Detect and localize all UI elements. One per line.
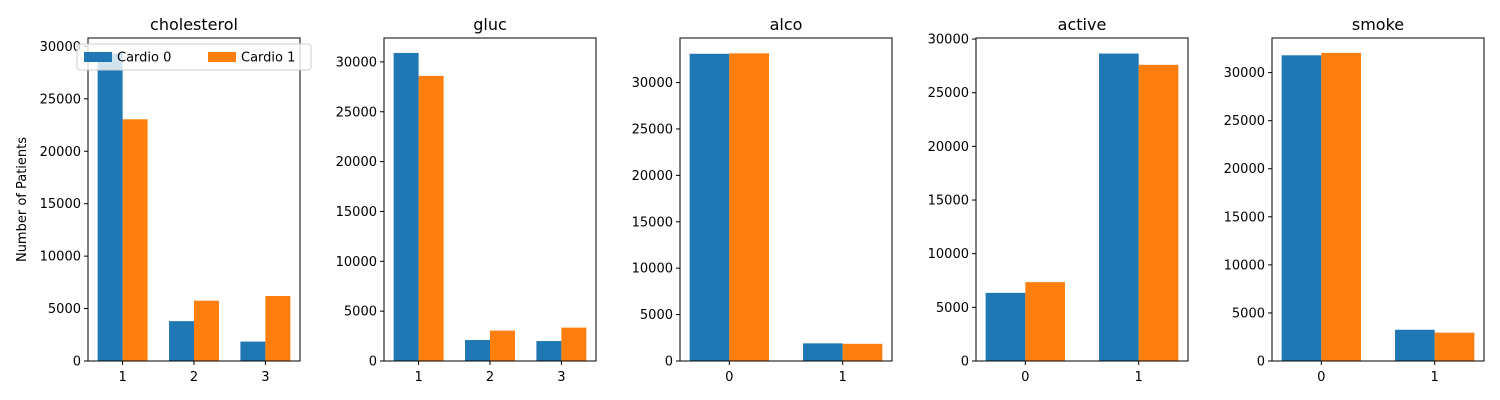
y-tick-label: 20000: [1224, 162, 1265, 177]
y-tick-label: 10000: [40, 250, 81, 265]
bar-gluc-cardio-1-3: [561, 327, 587, 361]
chart-panel-alco: 0 5000 10000 15000 20000 25000 30000 0 1 alco: [632, 15, 893, 385]
chart-panel-active: 0 5000 10000 15000 20000 25000 30000 0 1 active: [928, 15, 1189, 385]
y-tick-label: 25000: [1224, 114, 1265, 129]
axes-frame: [975, 37, 1189, 362]
chart-title: smoke: [1352, 15, 1404, 34]
chart-panel-smoke: 0 5000 10000 15000 20000 25000 30000 0 1 smoke: [1224, 15, 1485, 385]
y-tick-label: 20000: [336, 155, 377, 170]
y-tick-label: 15000: [336, 205, 377, 220]
bar-active-cardio-1-0: [1025, 282, 1065, 361]
legend: Cardio 0 Cardio 1: [76, 43, 312, 71]
y-tick-label: 20000: [632, 169, 673, 184]
x-tick-label: 1: [1135, 370, 1143, 385]
bar-smoke-cardio-0-1: [1395, 329, 1435, 361]
x-tick-label: 1: [414, 370, 422, 385]
legend-label: Cardio 0: [117, 51, 171, 66]
bar-active-cardio-1-1: [1138, 64, 1179, 361]
chart-title: alco: [770, 15, 803, 34]
y-tick-label: 30000: [632, 76, 673, 91]
bar-cholesterol-cardio-1-3: [265, 295, 291, 361]
y-tick-label: 10000: [336, 255, 377, 270]
y-tick-label: 10000: [1224, 258, 1265, 273]
y-tick-label: 5000: [48, 302, 81, 317]
chart-title: cholesterol: [150, 15, 238, 34]
axes-frame: [1271, 37, 1485, 362]
y-tick-label: 0: [665, 355, 673, 370]
y-tick-label: 5000: [1232, 306, 1265, 321]
y-tick-label: 5000: [640, 308, 673, 323]
bar-gluc-cardio-0-1: [393, 52, 419, 361]
bar-gluc-cardio-0-3: [536, 341, 562, 361]
x-tick-label: 0: [1317, 370, 1325, 385]
bar-cholesterol-cardio-0-2: [169, 321, 194, 361]
y-tick-label: 10000: [928, 247, 969, 262]
chart-panel-gluc: 0 5000 10000 15000 20000 25000 30000 1 2 3 gluc: [336, 15, 597, 385]
bar-cholesterol-cardio-0-1: [97, 53, 123, 362]
y-tick-label: 0: [961, 355, 969, 370]
y-tick-label: 5000: [936, 301, 969, 316]
y-tick-label: 20000: [40, 145, 81, 160]
bar-gluc-cardio-0-2: [465, 340, 490, 361]
legend-label: Cardio 1: [241, 51, 295, 66]
y-tick-label: 30000: [40, 40, 81, 55]
y-tick-label: 10000: [632, 262, 673, 277]
x-tick-label: 1: [839, 370, 847, 385]
x-tick-label: 0: [725, 370, 733, 385]
y-tick-label: 30000: [336, 55, 377, 70]
y-tick-label: 15000: [1224, 210, 1265, 225]
bar-gluc-cardio-1-1: [418, 75, 444, 361]
bar-gluc-cardio-1-2: [490, 330, 515, 361]
y-tick-label: 25000: [40, 92, 81, 107]
x-tick-label: 2: [190, 370, 198, 385]
legend-swatch-1: [208, 52, 236, 62]
y-tick-label: 25000: [336, 105, 377, 120]
y-tick-label: 30000: [928, 33, 969, 48]
y-tick-label: 25000: [928, 86, 969, 101]
bar-alco-cardio-0-0: [689, 53, 730, 361]
y-tick-label: 30000: [1224, 66, 1265, 81]
chart-panel-cholesterol: 0 5000 10000 15000 20000 25000 30000 1 2 3 cholest…: [15, 15, 312, 385]
y-tick-label: 15000: [928, 194, 969, 209]
legend-box: [76, 43, 312, 71]
bar-cholesterol-cardio-1-2: [194, 300, 219, 361]
bar-active-cardio-0-1: [1099, 53, 1139, 362]
axes-frame: [679, 37, 893, 362]
bar-alco-cardio-1-0: [729, 53, 769, 362]
y-tick-label: 0: [73, 355, 81, 370]
bar-alco-cardio-0-1: [803, 343, 843, 361]
bar-smoke-cardio-0-0: [1281, 55, 1322, 362]
y-tick-label: 0: [369, 355, 377, 370]
chart-title: active: [1058, 15, 1107, 34]
y-tick-label: 0: [1257, 355, 1265, 370]
legend-swatch-0: [84, 52, 112, 62]
y-tick-label: 20000: [928, 140, 969, 155]
y-tick-label: 25000: [632, 122, 673, 137]
bar-smoke-cardio-1-0: [1321, 52, 1361, 362]
x-tick-label: 1: [1431, 370, 1439, 385]
y-tick-label: 5000: [344, 305, 377, 320]
bar-active-cardio-0-0: [985, 292, 1026, 361]
y-tick-label: 15000: [40, 197, 81, 212]
x-tick-label: 0: [1021, 370, 1029, 385]
x-tick-label: 3: [261, 370, 269, 385]
x-tick-label: 3: [557, 370, 565, 385]
bar-cholesterol-cardio-0-3: [240, 341, 266, 361]
bar-cholesterol-cardio-1-1: [122, 119, 148, 362]
bar-alco-cardio-1-1: [842, 343, 883, 361]
bar-smoke-cardio-1-1: [1434, 332, 1475, 361]
y-axis-label: Number of Patients: [15, 137, 30, 262]
x-tick-label: 1: [118, 370, 126, 385]
y-tick-label: 15000: [632, 215, 673, 230]
chart-title: gluc: [473, 15, 507, 34]
x-tick-label: 2: [486, 370, 494, 385]
